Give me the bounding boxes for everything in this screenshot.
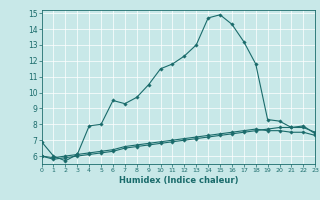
X-axis label: Humidex (Indice chaleur): Humidex (Indice chaleur) [119,176,238,185]
